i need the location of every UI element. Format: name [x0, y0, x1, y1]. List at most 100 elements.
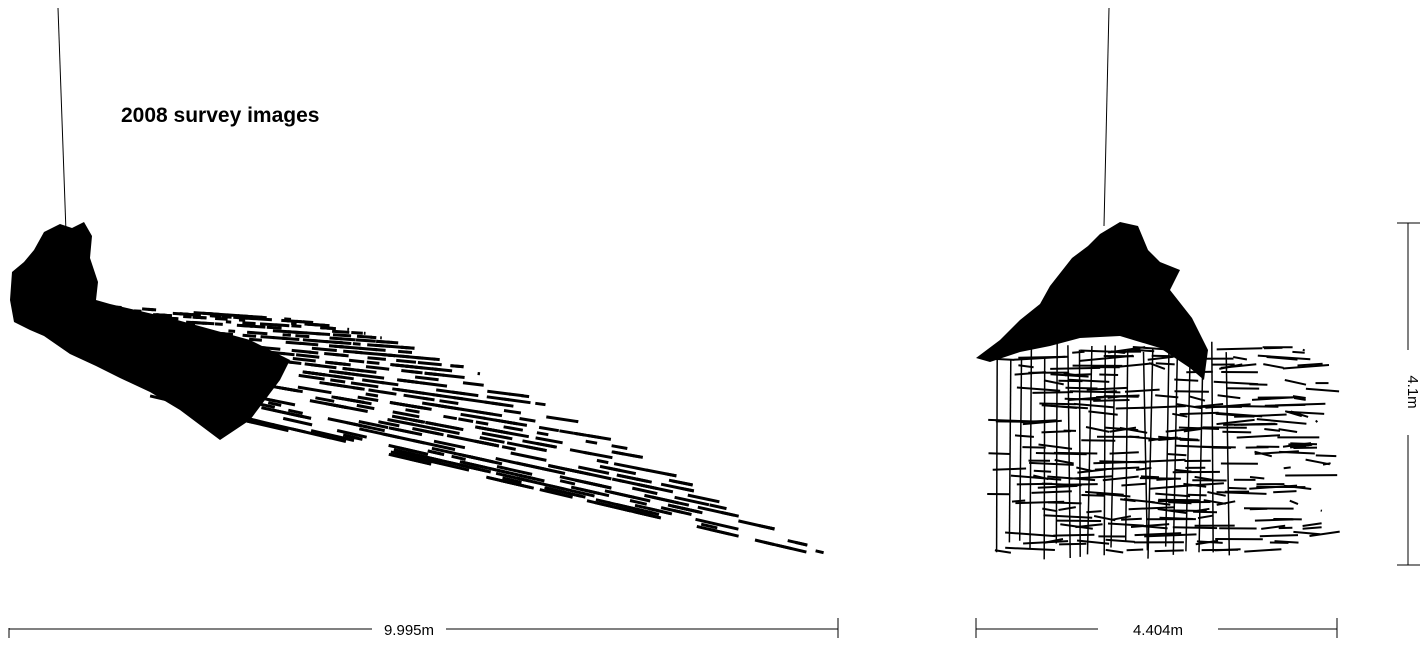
- point-cloud-streak: [117, 315, 131, 316]
- point-cloud-streak: [398, 351, 407, 352]
- point-cloud-streak: [173, 324, 185, 325]
- point-cloud-strand: [1166, 347, 1169, 547]
- point-cloud-streak: [1218, 395, 1241, 398]
- point-cloud-streak: [1104, 396, 1139, 397]
- point-cloud-streak: [1081, 495, 1105, 496]
- point-cloud-streak: [396, 360, 416, 362]
- point-cloud-streak: [316, 374, 342, 378]
- end-view-point-cloud: [987, 342, 1339, 560]
- point-cloud-streak: [502, 447, 516, 450]
- point-cloud-strand: [1144, 352, 1148, 551]
- point-cloud-streak: [143, 325, 152, 326]
- point-cloud-streak: [357, 405, 375, 408]
- point-cloud-streak: [332, 363, 346, 365]
- point-cloud-streak: [172, 339, 180, 340]
- point-cloud-streak: [238, 318, 248, 319]
- point-cloud-streak: [1129, 507, 1175, 509]
- point-cloud-streak: [1055, 460, 1074, 464]
- point-cloud-streak: [189, 314, 196, 315]
- point-cloud-streak: [298, 387, 332, 393]
- point-cloud-strand: [1126, 352, 1128, 542]
- point-cloud-streak: [432, 359, 440, 360]
- point-cloud-streak: [228, 331, 235, 332]
- point-cloud-streak: [375, 345, 390, 346]
- point-cloud-streak: [339, 347, 361, 349]
- point-cloud-streak: [520, 419, 536, 422]
- point-cloud-streak: [539, 427, 559, 430]
- point-cloud-streak: [136, 316, 149, 317]
- point-cloud-streak: [134, 324, 143, 325]
- point-cloud-streak: [264, 348, 281, 350]
- point-cloud-streak: [376, 341, 393, 342]
- point-cloud-streak: [233, 345, 244, 346]
- point-cloud-streak: [283, 418, 312, 425]
- point-cloud-streak: [389, 346, 407, 347]
- figure-title: 2008 survey images: [121, 104, 319, 128]
- point-cloud-streak: [1043, 515, 1092, 518]
- point-cloud-streak: [260, 324, 276, 325]
- point-cloud-streak: [1116, 408, 1145, 409]
- point-cloud-streak: [1017, 388, 1060, 391]
- point-cloud-streak: [186, 325, 195, 326]
- point-cloud-streak: [546, 417, 578, 422]
- point-cloud-streak: [362, 380, 384, 383]
- point-cloud-streak: [293, 359, 316, 362]
- point-cloud-streak: [349, 360, 364, 362]
- point-cloud-streak: [1012, 501, 1025, 502]
- point-cloud-streak: [666, 474, 677, 476]
- point-cloud-streak: [213, 333, 233, 335]
- point-cloud-streak: [303, 340, 320, 341]
- point-cloud-streak: [140, 336, 153, 337]
- point-cloud-streak: [759, 526, 775, 530]
- point-cloud-streak: [392, 365, 417, 368]
- point-cloud-streak: [586, 441, 597, 443]
- point-cloud-streak: [989, 453, 1011, 454]
- point-cloud-streak: [1059, 507, 1076, 510]
- point-cloud-streak: [477, 412, 503, 416]
- point-cloud-streak: [1095, 468, 1139, 470]
- point-cloud-streak: [155, 337, 163, 338]
- point-cloud-streak: [1059, 544, 1086, 545]
- point-cloud-streak: [1072, 352, 1084, 353]
- point-cloud-streak: [1284, 467, 1291, 468]
- point-cloud-streak: [392, 416, 408, 419]
- point-cloud-streak: [1263, 364, 1283, 368]
- point-cloud-streak: [247, 332, 267, 334]
- point-cloud-streak: [1279, 429, 1298, 432]
- point-cloud-streak: [115, 328, 135, 330]
- point-cloud-streak: [222, 317, 232, 318]
- point-cloud-streak: [1250, 477, 1264, 479]
- point-cloud-streak: [289, 362, 301, 363]
- point-cloud-streak: [230, 382, 241, 384]
- point-cloud-streak: [1293, 532, 1320, 534]
- point-cloud-streak: [122, 355, 134, 357]
- point-cloud-streak: [612, 446, 628, 449]
- point-cloud-streak: [126, 337, 137, 338]
- point-cloud-streak: [1303, 350, 1305, 351]
- point-cloud-streak: [237, 325, 252, 326]
- point-cloud-streak: [397, 380, 417, 383]
- point-cloud-streak: [1034, 471, 1051, 472]
- point-cloud-streak: [325, 342, 342, 343]
- point-cloud-streak: [153, 334, 176, 336]
- point-cloud-streak: [286, 342, 302, 343]
- point-cloud-streak: [459, 398, 489, 402]
- point-cloud-streak: [487, 391, 510, 394]
- point-cloud-streak: [423, 398, 435, 400]
- point-cloud-streak: [1168, 502, 1191, 503]
- point-cloud-streak: [164, 362, 175, 364]
- point-cloud-streak: [330, 380, 345, 382]
- point-cloud-streak: [124, 340, 143, 342]
- point-cloud-streak: [597, 460, 608, 462]
- point-cloud-streak: [1017, 484, 1052, 485]
- point-cloud-streak: [296, 355, 319, 357]
- point-cloud-streak: [1241, 424, 1272, 425]
- point-cloud-streak: [381, 382, 399, 384]
- point-cloud-streak: [242, 323, 255, 324]
- point-cloud-streak: [306, 333, 324, 334]
- point-cloud-streak: [353, 388, 363, 389]
- point-cloud-streak: [390, 403, 421, 408]
- end-width-dimension: 4.404m: [976, 618, 1337, 639]
- point-cloud-streak: [610, 492, 650, 501]
- point-cloud-streak: [203, 313, 216, 314]
